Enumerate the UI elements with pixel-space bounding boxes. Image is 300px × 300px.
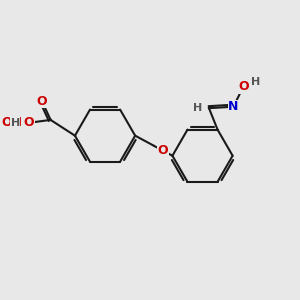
Text: O: O [238,80,249,93]
Text: H: H [194,103,203,113]
Text: O: O [24,116,34,129]
Text: O: O [37,95,47,108]
Text: OH: OH [1,116,22,129]
Text: H: H [11,118,20,128]
Text: H: H [251,76,261,86]
Text: N: N [228,100,239,113]
Text: O: O [158,144,168,157]
